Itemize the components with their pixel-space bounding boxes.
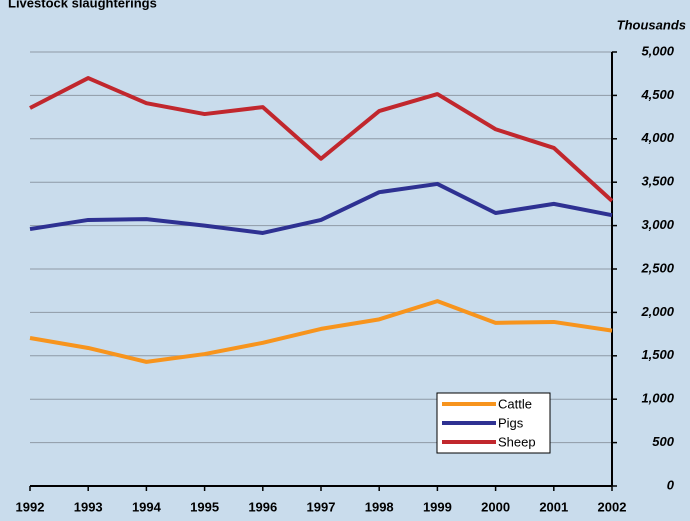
x-tick-label: 2001 [539, 499, 568, 514]
x-tick-label: 1992 [16, 499, 45, 514]
x-tick-label: 2002 [598, 499, 627, 514]
y-tick-label: 2,500 [640, 260, 674, 275]
x-tick-label: 1999 [423, 499, 452, 514]
legend-label: Sheep [498, 434, 536, 449]
y-tick-label: 4,500 [640, 87, 674, 102]
y-tick-label: 0 [667, 477, 675, 492]
x-tick-label: 1998 [365, 499, 394, 514]
y-tick-label: 4,000 [640, 130, 674, 145]
y-tick-label: 500 [652, 434, 674, 449]
y-tick-label: 1,000 [641, 391, 674, 406]
chart-title: Livestock slaughterings [8, 0, 157, 10]
y-axis-label: Thousands [617, 17, 686, 32]
y-tick-label: 3,500 [641, 174, 674, 189]
series-line [29, 299, 613, 364]
x-tick-label: 1993 [74, 499, 103, 514]
x-tick-label: 1996 [248, 499, 277, 514]
x-tick-label: 2000 [481, 499, 510, 514]
x-tick-label: 1997 [307, 499, 336, 514]
legend-label: Cattle [498, 396, 532, 411]
y-tick-label: 3,000 [641, 217, 674, 232]
y-tick-label: 5,000 [641, 43, 674, 58]
series-line [29, 76, 614, 203]
x-tick-label: 1994 [132, 499, 162, 514]
series-line [29, 181, 613, 235]
y-tick-label: 2,000 [640, 304, 674, 319]
legend-label: Pigs [498, 415, 524, 430]
y-tick-label: 1,500 [641, 347, 674, 362]
x-tick-label: 1995 [190, 499, 219, 514]
